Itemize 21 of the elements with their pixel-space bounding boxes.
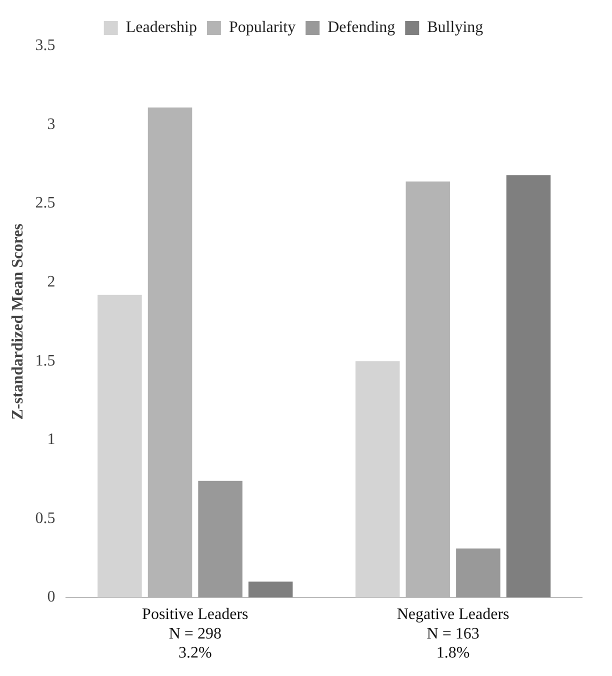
y-tick-label: 1 bbox=[47, 431, 56, 448]
x-tick-label: Positive Leaders N = 298 3.2% bbox=[142, 606, 248, 662]
y-tick-label: 2.5 bbox=[35, 194, 56, 212]
legend-label: Bullying bbox=[427, 19, 484, 36]
y-tick-label: 0 bbox=[47, 588, 56, 606]
bar bbox=[98, 294, 142, 598]
legend-label: Popularity bbox=[228, 19, 296, 36]
legend-label: Leadership bbox=[126, 19, 197, 36]
bar bbox=[248, 582, 293, 598]
bar bbox=[355, 361, 400, 598]
y-tick-label: 1.5 bbox=[35, 352, 56, 370]
y-tick-label: 0.5 bbox=[35, 510, 56, 527]
y-tick-label: 3.5 bbox=[35, 37, 56, 54]
y-axis-title: Z-standardized Mean Scores bbox=[10, 224, 27, 420]
legend-label: Defending bbox=[328, 19, 396, 36]
bar bbox=[506, 175, 551, 598]
bar bbox=[456, 548, 500, 598]
x-tick-label: Negative Leaders N = 163 1.8% bbox=[396, 606, 510, 662]
y-tick-label: 3 bbox=[47, 116, 56, 133]
y-tick-label: 2 bbox=[47, 274, 56, 291]
bar bbox=[198, 480, 242, 598]
